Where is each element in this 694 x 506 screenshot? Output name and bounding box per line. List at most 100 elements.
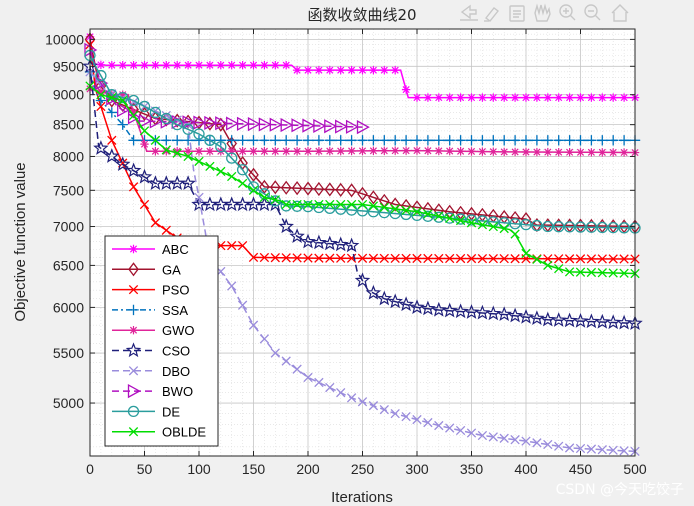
- data-marker: [412, 414, 422, 425]
- data-marker: [411, 209, 423, 222]
- y-tick-label: 6500: [53, 257, 84, 273]
- data-marker: [369, 146, 378, 156]
- data-marker: [183, 60, 193, 70]
- data-marker: [365, 284, 382, 300]
- data-marker: [521, 147, 531, 157]
- series-oblde: [85, 81, 640, 279]
- data-marker: [303, 253, 313, 263]
- data-marker: [303, 372, 313, 383]
- data-marker: [204, 134, 216, 146]
- data-marker: [96, 87, 106, 96]
- data-marker: [107, 60, 116, 70]
- legend-item-ssa: SSA: [112, 303, 188, 318]
- data-marker: [127, 384, 141, 399]
- pan-icon[interactable]: [534, 3, 551, 22]
- data-marker: [390, 408, 400, 419]
- data-marker: [151, 147, 160, 156]
- data-marker: [532, 438, 542, 448]
- data-marker: [271, 147, 280, 156]
- zoom-in-icon[interactable]: [559, 4, 576, 21]
- data-marker: [117, 102, 131, 118]
- y-tick-label: 8000: [53, 148, 84, 164]
- data-marker: [445, 423, 455, 433]
- data-marker: [380, 146, 389, 155]
- data-marker: [543, 439, 553, 450]
- data-marker: [357, 397, 368, 407]
- data-marker: [325, 253, 335, 263]
- data-marker: [500, 93, 509, 102]
- data-marker: [412, 253, 422, 264]
- data-marker: [510, 93, 520, 102]
- series-layer: [82, 32, 643, 457]
- data-tip-icon[interactable]: [509, 5, 525, 22]
- legend-item-abc: ABC: [112, 242, 189, 257]
- data-marker: [150, 135, 161, 145]
- data-marker: [140, 139, 149, 149]
- data-marker: [401, 146, 411, 155]
- data-marker: [280, 200, 292, 212]
- x-tick-label: 200: [296, 461, 320, 477]
- y-tick-label: 6000: [53, 299, 84, 315]
- data-marker: [260, 60, 269, 70]
- data-marker: [324, 119, 338, 134]
- data-marker: [356, 205, 369, 217]
- data-marker: [125, 342, 142, 358]
- zoom-out-icon[interactable]: [584, 4, 601, 21]
- data-marker: [509, 135, 521, 146]
- legend[interactable]: ABC GA PSO SSA GWO CSO DBO BWO DE OBLDE: [104, 235, 219, 447]
- legend-item-gwo: GWO: [112, 323, 195, 338]
- data-marker: [270, 135, 281, 146]
- data-marker: [509, 218, 521, 230]
- data-marker: [325, 146, 334, 156]
- data-marker: [346, 393, 357, 403]
- data-marker: [575, 267, 586, 277]
- data-marker: [543, 147, 552, 157]
- data-marker: [488, 135, 499, 146]
- data-marker: [456, 147, 465, 156]
- data-marker: [270, 252, 280, 263]
- data-marker: [478, 147, 487, 156]
- data-marker: [357, 253, 368, 263]
- data-marker: [332, 236, 349, 252]
- export-icon[interactable]: [460, 4, 478, 21]
- data-marker: [543, 254, 553, 264]
- data-marker: [488, 221, 498, 232]
- series-line: [89, 55, 636, 229]
- data-marker: [281, 199, 291, 210]
- data-marker: [423, 93, 433, 102]
- data-marker: [324, 135, 335, 146]
- data-marker: [431, 301, 447, 317]
- data-marker: [401, 205, 411, 215]
- series-cso: [82, 58, 643, 330]
- data-marker: [619, 148, 629, 157]
- data-marker: [215, 141, 227, 153]
- data-marker: [292, 253, 302, 263]
- data-marker: [607, 221, 619, 234]
- data-marker: [434, 253, 444, 264]
- data-marker: [160, 112, 172, 125]
- brush-icon[interactable]: [484, 7, 499, 22]
- data-marker: [127, 94, 140, 107]
- data-marker: [118, 60, 127, 70]
- data-marker: [128, 284, 139, 295]
- data-marker: [226, 116, 240, 131]
- data-marker: [476, 215, 489, 227]
- data-marker: [139, 126, 150, 136]
- data-marker: [227, 60, 236, 70]
- data-marker: [563, 221, 576, 233]
- data-marker: [289, 228, 305, 243]
- data-marker: [151, 60, 160, 70]
- data-marker: [608, 268, 618, 278]
- data-marker: [499, 223, 509, 234]
- data-marker: [322, 235, 338, 251]
- data-marker: [336, 253, 346, 263]
- data-marker: [128, 304, 139, 316]
- data-marker: [280, 180, 292, 195]
- data-marker: [129, 108, 138, 117]
- data-marker: [106, 89, 118, 101]
- data-marker: [194, 192, 204, 203]
- legend-label: DE: [162, 404, 180, 419]
- home-icon[interactable]: [611, 4, 629, 22]
- y-tick-labels: 5000 5500 6000 6500 7000 7500 8000 8500 9000 9500…: [45, 31, 84, 411]
- data-marker: [118, 90, 127, 99]
